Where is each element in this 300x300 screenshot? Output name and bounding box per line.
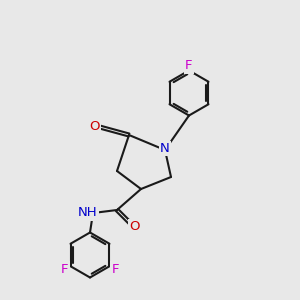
Text: F: F: [185, 59, 193, 73]
Text: F: F: [112, 263, 119, 276]
Text: O: O: [130, 220, 140, 233]
Text: N: N: [160, 142, 170, 155]
Text: O: O: [89, 119, 100, 133]
Text: F: F: [61, 263, 68, 276]
Text: NH: NH: [78, 206, 98, 220]
